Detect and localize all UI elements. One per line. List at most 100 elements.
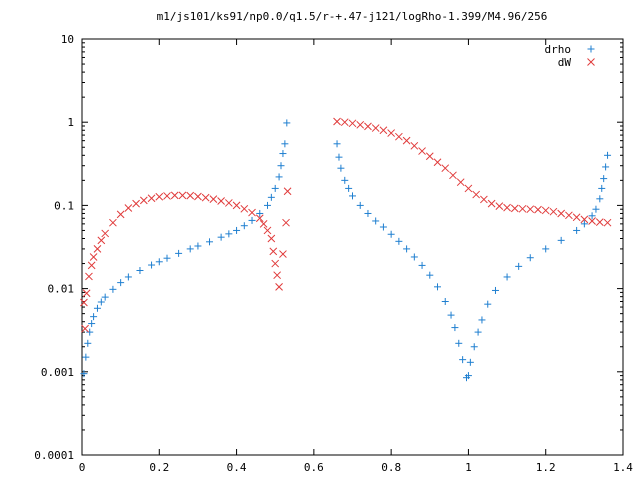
drho-point [557,236,565,244]
x-tick-label: 1.4 [613,461,633,474]
drho-point [455,339,463,347]
drho-point [279,150,287,158]
dw-point [232,201,241,210]
drho-point [459,356,467,364]
dw-point [510,204,519,213]
drho-point [451,324,459,332]
drho-point [175,249,183,257]
drho-point [395,237,403,245]
dw-point [348,119,357,128]
drho-point [155,258,163,266]
drho-point [447,311,455,319]
drho-point [263,201,271,209]
dw-point [224,199,233,207]
dw-point [402,136,411,145]
dw-point [456,178,465,187]
x-tick-label: 1 [465,461,472,474]
dw-point [87,261,96,270]
drho-point [379,223,387,231]
dw-point [275,282,283,291]
dw-point [267,234,276,243]
drho-point [364,209,372,217]
drho-point [84,339,92,347]
drho-point [194,242,202,250]
drho-point [283,119,291,127]
drho-point [90,313,98,321]
dw-point [595,218,604,226]
drho-point [466,358,474,366]
drho-point [580,220,588,228]
dw-point [89,253,98,261]
y-tick-label: 0.01 [48,283,75,296]
x-tick-label: 0.2 [149,461,169,474]
legend-label-dw: dW [558,56,572,69]
dw-point [588,217,596,225]
drho-point [97,298,105,306]
dw-point [395,132,403,141]
drho-point [256,209,264,217]
dw-point [279,250,287,258]
dw-point [248,208,256,217]
drho-point [225,230,233,238]
dw-point [603,218,612,227]
drho-point [596,195,604,203]
dw-point [170,191,179,200]
x-tick-label: 0 [79,461,86,474]
legend-marker-drho [587,45,595,53]
dw-point [255,214,264,223]
drho-point [503,273,511,281]
drho-point [240,222,248,230]
drho-point [275,173,283,181]
drho-point [356,201,364,209]
x-tick-label: 0.4 [227,461,247,474]
drho-point [117,279,125,287]
dw-point [81,324,89,333]
dw-point [518,204,527,213]
x-tick-label: 0.8 [381,461,401,474]
drho-point [136,267,144,275]
dw-point [433,158,442,167]
drho-point [372,217,380,225]
dw-point [541,206,550,215]
drho-point [93,304,101,312]
dw-point [387,129,395,137]
drho-point [441,297,449,305]
dw-point [155,192,164,201]
drho-point [341,176,349,184]
dw-point [418,147,426,155]
dw-point [549,207,558,216]
dw-point [273,271,281,280]
drho-point [478,316,486,324]
drho-point [600,175,608,183]
chart-title: m1/js101/ks91/np0.0/q1.5/r-+.47-j121/log… [157,10,548,23]
dw-point [283,187,292,196]
drho-point [410,253,418,261]
drho-point [217,233,225,241]
drho-point [484,300,492,308]
drho-point [80,370,88,378]
drho-point [464,372,472,380]
drho-point [271,184,279,192]
drho-point [387,230,395,238]
legend-label-drho: drho [545,43,572,56]
y-tick-label: 10 [61,33,74,46]
drho-point [470,343,478,351]
drho-point [277,162,285,170]
drho-point [86,328,94,336]
x-tick-label: 0.6 [304,461,324,474]
dw-point [240,204,249,213]
dw-point [356,120,365,129]
dw-point [340,118,349,127]
dw-point [565,211,573,220]
dw-point [364,122,372,131]
x-tick-label: 1.2 [536,461,556,474]
x-axis: 0 0.2 0.4 0.6 0.8 1 1.2 1.4 [79,39,633,474]
legend-marker-dw [587,58,595,66]
dw-point [97,236,106,245]
dw-point [116,210,125,219]
drho-point [474,328,482,336]
plot-frame [81,38,624,456]
drho-point [345,184,353,192]
dw-point [80,298,88,307]
